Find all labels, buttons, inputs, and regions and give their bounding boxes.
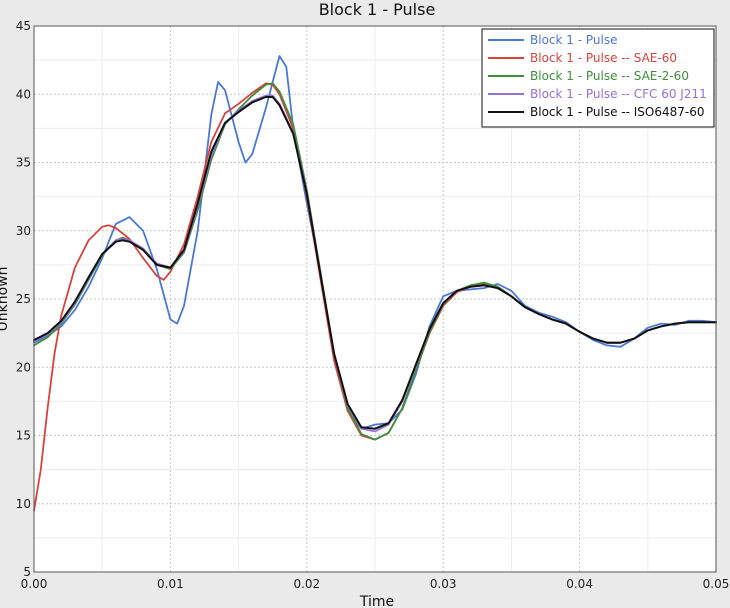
y-tick-label: 15 [16,429,31,443]
chart-title: Block 1 - Pulse [319,0,436,19]
y-tick-label: 40 [16,87,31,101]
x-axis-ticks: 0.00 0.01 0.02 0.03 0.04 0.05 [21,577,730,591]
y-tick-label: 25 [16,292,31,306]
y-tick-label: 35 [16,156,31,170]
y-tick-label: 20 [16,360,31,374]
legend-label-2: Block 1 - Pulse -- SAE-60 [530,51,677,65]
series-line-5 [33,96,717,430]
legend-label-1: Block 1 - Pulse [530,33,617,47]
y-tick-label: 45 [16,19,31,33]
legend-box [481,28,715,128]
y-tick-label: 30 [16,224,31,238]
x-axis-title: Time [359,594,394,608]
y-axis-title: Unknown [0,267,11,332]
x-tick-label: 0.05 [703,577,730,591]
legend: Block 1 - Pulse Block 1 - Pulse -- SAE-60… [481,28,715,128]
x-tick-label: 0.02 [293,577,320,591]
legend-label-5: Block 1 - Pulse -- ISO6487-60 [530,105,705,119]
x-tick-label: 0.01 [157,577,184,591]
y-tick-label: 5 [23,565,31,579]
y-tick-label: 10 [16,497,31,511]
x-tick-label: 0.04 [566,577,593,591]
legend-label-4: Block 1 - Pulse -- CFC 60 J211 [530,87,707,101]
x-tick-label: 0.00 [21,577,48,591]
x-tick-label: 0.03 [430,577,457,591]
y-axis-ticks: 5 10 15 20 25 30 35 40 45 [16,19,31,579]
series-lines [33,55,717,512]
plot-border [33,25,717,573]
legend-label-3: Block 1 - Pulse -- SAE-2-60 [530,69,689,83]
